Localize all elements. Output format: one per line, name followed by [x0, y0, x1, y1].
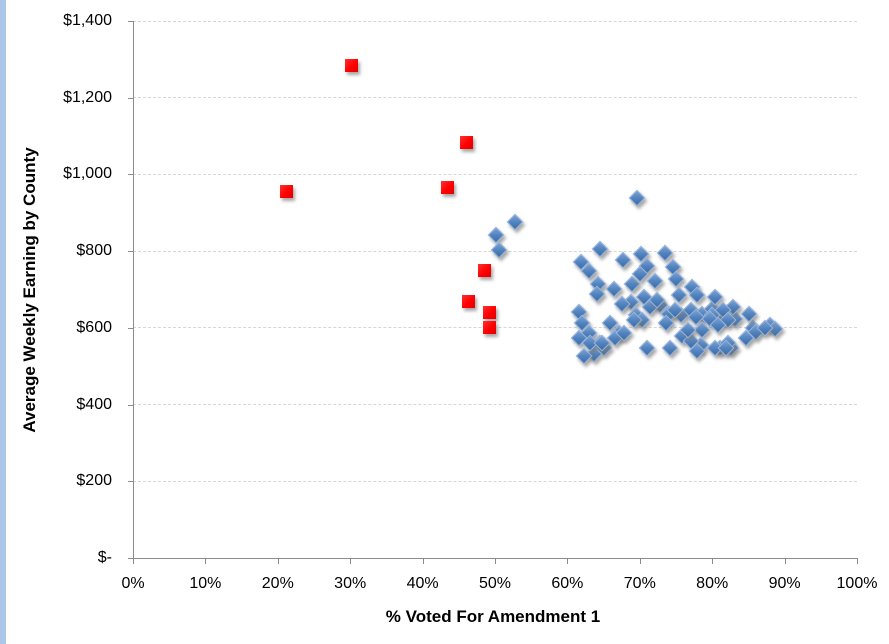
x-axis-tick: [784, 559, 786, 564]
x-tick-label: 0%: [121, 575, 145, 592]
data-point-blue-counties: [591, 240, 609, 258]
data-point-blue-counties: [666, 301, 684, 319]
x-axis-line: [133, 558, 858, 559]
data-point-red-counties: [482, 321, 496, 335]
data-point-blue-counties: [625, 311, 643, 329]
data-point-blue-counties: [615, 324, 633, 342]
gridline: [133, 97, 857, 99]
data-point-red-counties: [461, 294, 475, 308]
data-point-blue-counties: [646, 272, 664, 290]
x-axis-tick: [857, 559, 858, 564]
x-axis-tick: [422, 559, 424, 564]
y-axis-tick: [128, 97, 133, 99]
data-point-blue-counties: [638, 339, 656, 357]
x-axis-title: % Voted For Amendment 1: [385, 607, 601, 626]
gridline: [133, 404, 857, 406]
x-tick-label: 60%: [551, 575, 584, 592]
data-point-blue-counties: [693, 321, 711, 339]
data-point-red-counties: [482, 306, 496, 319]
y-tick-label: $-: [97, 549, 112, 566]
x-tick-label: 70%: [623, 575, 656, 592]
data-point-blue-counties: [614, 251, 632, 269]
y-axis-line: [133, 21, 134, 558]
data-point-red-counties: [478, 263, 492, 277]
data-point-blue-counties: [506, 213, 524, 231]
data-point-red-counties: [459, 136, 473, 150]
data-point-blue-counties: [740, 305, 758, 322]
data-point-blue-counties: [717, 339, 734, 357]
x-tick-label: 20%: [261, 575, 294, 592]
data-point-blue-counties: [580, 262, 598, 280]
y-tick-label: $1,000: [63, 165, 112, 183]
data-point-blue-counties: [679, 321, 697, 339]
y-tick-label: $800: [76, 242, 112, 260]
data-point-blue-counties: [575, 347, 593, 365]
y-axis-tick: [128, 327, 133, 329]
x-axis-tick: [350, 559, 352, 564]
data-point-blue-counties: [756, 319, 774, 337]
y-tick-label: $1,400: [63, 12, 112, 29]
x-axis-tick: [133, 559, 134, 564]
gridline: [133, 20, 857, 22]
x-axis-tick: [639, 559, 641, 564]
x-tick-label: 40%: [406, 575, 439, 592]
x-axis-tick: [567, 559, 569, 564]
data-point-blue-counties: [657, 314, 675, 332]
x-axis-tick: [277, 559, 279, 564]
x-axis-tick: [205, 559, 207, 564]
data-point-blue-counties: [709, 316, 727, 334]
data-point-red-counties: [345, 58, 359, 72]
data-point-blue-counties: [670, 286, 688, 304]
data-point-blue-counties: [628, 189, 646, 207]
x-tick-label: 80%: [696, 575, 729, 592]
y-axis-tick: [128, 174, 133, 176]
y-tick-label: $400: [76, 395, 112, 413]
data-point-blue-counties: [613, 295, 631, 313]
x-tick-label: 100%: [836, 575, 878, 592]
y-tick-label: $1,200: [63, 88, 112, 106]
x-tick-label: 30%: [334, 575, 367, 592]
x-tick-label: 50%: [478, 575, 512, 592]
y-axis-tick: [128, 404, 133, 406]
data-point-blue-counties: [631, 265, 649, 283]
data-point-blue-counties: [656, 244, 674, 262]
data-point-blue-counties: [490, 241, 508, 259]
x-axis-tick: [712, 559, 714, 564]
y-tick-label: $200: [76, 472, 112, 490]
data-point-blue-counties: [667, 270, 685, 288]
data-point-blue-counties: [588, 285, 606, 303]
data-point-blue-counties: [706, 288, 724, 306]
window-edge-strip: [0, 0, 6, 644]
y-axis-tick: [128, 21, 133, 22]
x-tick-label: 10%: [189, 575, 222, 592]
x-tick-label: 90%: [768, 575, 801, 592]
y-axis-tick: [128, 251, 133, 253]
gridline: [133, 173, 857, 175]
y-axis-tick: [128, 558, 133, 559]
x-axis-tick: [495, 559, 496, 564]
data-point-blue-counties: [661, 339, 679, 357]
data-point-blue-counties: [688, 286, 706, 304]
data-point-red-counties: [440, 181, 454, 195]
y-axis-tick: [128, 481, 133, 483]
gridline: [133, 480, 857, 482]
data-point-blue-counties: [487, 226, 505, 244]
data-point-blue-counties: [605, 280, 623, 298]
data-point-blue-counties: [737, 329, 755, 347]
data-point-blue-counties: [648, 291, 666, 309]
data-point-red-counties: [279, 185, 293, 199]
data-point-blue-counties: [688, 342, 706, 360]
y-tick-label: $600: [76, 318, 112, 336]
y-axis-title: Average Weekly Earning by County: [20, 147, 39, 433]
